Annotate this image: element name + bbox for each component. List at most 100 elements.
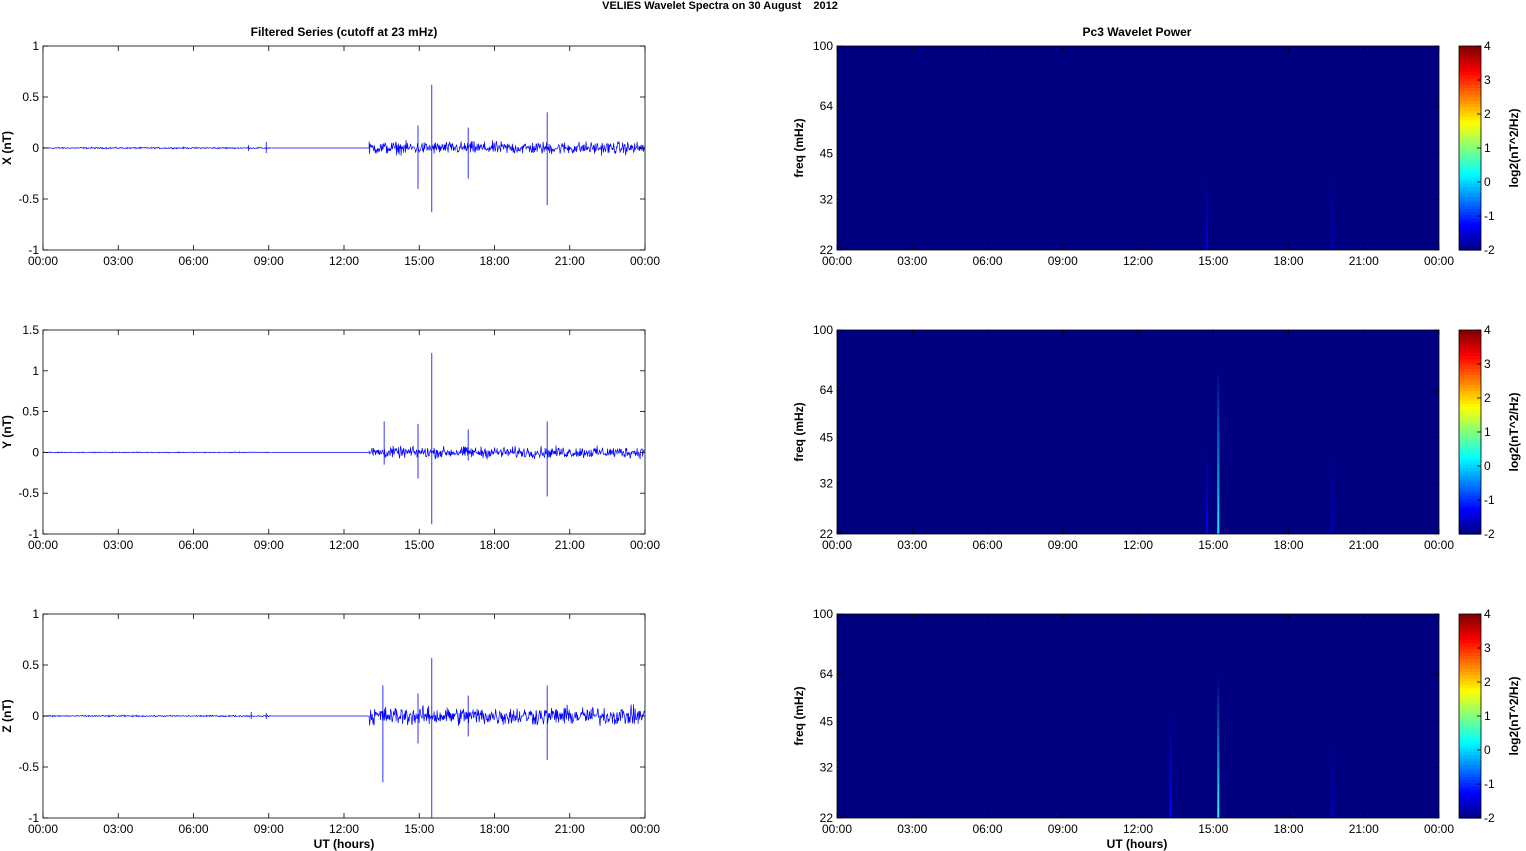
colorbar-cell <box>1459 349 1481 353</box>
y-tick-label: 22 <box>820 243 834 257</box>
colorbar-cell <box>1459 100 1481 104</box>
colorbar-cell <box>1459 614 1481 618</box>
colorbar-cell <box>1459 527 1481 532</box>
y-tick-label: 0 <box>32 141 39 155</box>
x-tick-label: 00:00 <box>28 822 58 836</box>
colorbar-cell <box>1459 451 1481 455</box>
axes-frame <box>42 45 646 251</box>
colorbar-cell <box>1459 377 1481 382</box>
x-tick-label: 06:00 <box>972 538 1002 552</box>
colorbar-cell <box>1459 763 1481 768</box>
colorbar-cell <box>1459 428 1481 433</box>
colorbar-cell <box>1459 524 1481 529</box>
colorbar-cell <box>1459 342 1481 347</box>
axes-frame <box>42 329 646 535</box>
colorbar-cell <box>1459 119 1481 124</box>
y-axis-label: Z (nT) <box>0 699 14 732</box>
colorbar-tick-label: 2 <box>1484 675 1491 689</box>
colorbar-cell <box>1459 355 1481 360</box>
colorbar-cell <box>1459 463 1481 468</box>
axes-frame <box>836 329 1440 535</box>
colorbar-cell <box>1459 511 1481 516</box>
y-tick-label: 64 <box>820 667 834 681</box>
colorbar-cell <box>1459 71 1481 76</box>
colorbar-label: log2(nT^2/Hz) <box>1507 676 1521 755</box>
colorbar-cell <box>1459 658 1481 663</box>
colorbar-cell <box>1459 109 1481 114</box>
y-axis-label: Y (nT) <box>0 415 14 449</box>
colorbar-label: log2(nT^2/Hz) <box>1507 392 1521 471</box>
colorbar-cell <box>1459 700 1481 704</box>
y-tick-label: 1 <box>32 607 39 621</box>
colorbar-cell <box>1459 754 1481 759</box>
series-trace <box>42 445 645 460</box>
colorbar-cell <box>1459 205 1481 210</box>
x-tick-label: 09:00 <box>1048 254 1078 268</box>
y-tick-label: 1 <box>32 364 39 378</box>
colorbar-tick-label: 4 <box>1484 39 1491 53</box>
series-trace <box>42 140 645 156</box>
colorbar-cell <box>1459 387 1481 392</box>
colorbar-cell <box>1459 173 1481 178</box>
colorbar-cell <box>1459 652 1481 657</box>
power-streak-1 <box>1205 176 1208 250</box>
colorbar-tick-label: 3 <box>1484 73 1491 87</box>
colorbar-cell <box>1459 243 1481 248</box>
x-tick-label: 21:00 <box>1349 254 1379 268</box>
colorbar-cell <box>1459 77 1481 82</box>
x-tick-label: 18:00 <box>1273 254 1303 268</box>
x-tick-label: 00:00 <box>28 538 58 552</box>
colorbar-cell <box>1459 802 1481 806</box>
colorbar-cell <box>1459 709 1481 714</box>
colorbar-cell <box>1459 649 1481 653</box>
y-axis-label: freq (mHz) <box>792 402 806 461</box>
colorbar-cell <box>1459 722 1481 727</box>
power-streak-2 <box>1217 678 1220 818</box>
colorbar-cell <box>1459 93 1481 98</box>
colorbar-cell <box>1459 492 1481 497</box>
colorbar-cell <box>1459 460 1481 465</box>
colorbar-cell <box>1459 633 1481 637</box>
y-tick-label: -0.5 <box>18 486 39 500</box>
power-streak-3 <box>1331 453 1334 534</box>
axes-frame <box>836 45 1440 251</box>
colorbar-cell <box>1459 435 1481 439</box>
colorbar-cell <box>1459 333 1481 337</box>
colorbar-cell <box>1459 661 1481 666</box>
colorbar-cell <box>1459 55 1481 60</box>
power-streak-2 <box>1217 368 1220 534</box>
x-tick-label: 15:00 <box>404 254 434 268</box>
x-tick-label: 18:00 <box>1273 822 1303 836</box>
x-tick-label: 09:00 <box>1048 538 1078 552</box>
colorbar-cell <box>1459 767 1481 771</box>
colorbar-cell <box>1459 712 1481 717</box>
colorbar-cell <box>1459 447 1481 452</box>
colorbar-cell <box>1459 61 1481 66</box>
colorbar-cell <box>1459 690 1481 695</box>
colorbar-cell <box>1459 103 1481 108</box>
colorbar-cell <box>1459 368 1481 373</box>
colorbar-cell <box>1459 792 1481 797</box>
colorbar-cell <box>1459 680 1481 685</box>
x-tick-label: 09:00 <box>254 254 284 268</box>
colorbar-cell <box>1459 419 1481 424</box>
heatmap-background <box>837 330 1439 534</box>
colorbar-cell <box>1459 716 1481 720</box>
y-tick-label: 64 <box>820 99 834 113</box>
y-tick-label: 100 <box>813 607 833 621</box>
colorbar-cell <box>1459 224 1481 229</box>
colorbar-cell <box>1459 358 1481 363</box>
colorbar: 4 3 2 1 0 -1 -2 log2(nT^2/Hz) <box>1458 607 1521 825</box>
x-tick-label: 06:00 <box>178 538 208 552</box>
y-tick-label: 100 <box>813 323 833 337</box>
line-panel-3: 1 0.5 0 -0.5 -1 Z (nT) 00:00 03:00 06:00 09:00 12:… <box>0 607 660 836</box>
colorbar-label: log2(nT^2/Hz) <box>1507 108 1521 187</box>
y-tick-label: 45 <box>820 147 834 161</box>
x-tick-label: 03:00 <box>103 538 133 552</box>
colorbar-cell <box>1459 486 1481 490</box>
colorbar-cell <box>1459 779 1481 784</box>
colorbar-cell <box>1459 237 1481 242</box>
power-streak-1 <box>1169 712 1172 818</box>
